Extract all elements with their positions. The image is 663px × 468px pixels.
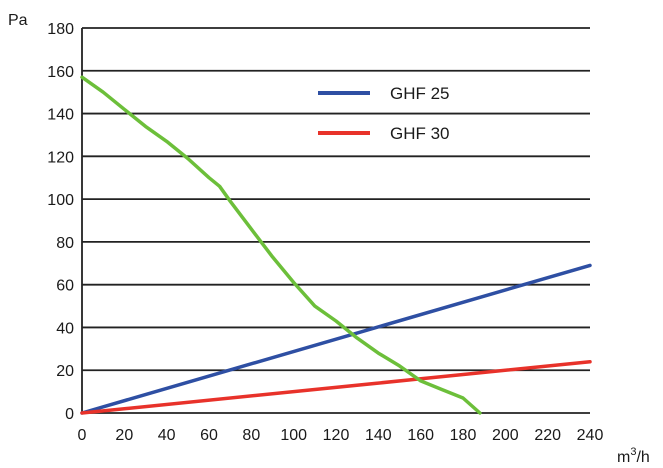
- x-tick-label: 60: [200, 427, 218, 444]
- legend: GHF 25 GHF 30: [318, 84, 450, 143]
- y-tick-label: 160: [47, 64, 74, 81]
- x-tick-label: 140: [365, 427, 392, 444]
- x-tick-label: 120: [323, 427, 350, 444]
- tick-labels: 0 20 40 60 80 100 120 140 160 180 0 20 40 60 80 100 120 1…: [47, 21, 603, 444]
- x-tick-label: 200: [492, 427, 519, 444]
- series-line-ghf25: [80, 263, 592, 415]
- x-tick-label: 0: [78, 427, 87, 444]
- series-line-system-curve: [80, 75, 482, 415]
- x-tick-label: 40: [158, 427, 176, 444]
- gridlines: [82, 27, 590, 372]
- legend-label-ghf30: GHF 30: [390, 124, 450, 143]
- x-tick-label: 20: [115, 427, 133, 444]
- y-tick-label: 40: [56, 320, 74, 337]
- legend-label-ghf25: GHF 25: [390, 84, 450, 103]
- y-tick-label: 20: [56, 363, 74, 380]
- x-axis-title-tail: /h: [636, 449, 649, 466]
- series-lines: [80, 75, 592, 415]
- y-axis-title: Pa: [8, 12, 28, 29]
- y-tick-label: 100: [47, 192, 74, 209]
- x-tick-label: 100: [280, 427, 307, 444]
- y-tick-label: 180: [47, 21, 74, 38]
- x-tick-label: 160: [407, 427, 434, 444]
- y-tick-label: 0: [65, 406, 74, 423]
- y-tick-label: 140: [47, 107, 74, 124]
- y-tick-label: 120: [47, 149, 74, 166]
- x-axis-title-sup: 3: [630, 446, 636, 458]
- x-tick-label: 180: [450, 427, 477, 444]
- series-line-ghf30: [80, 359, 592, 415]
- x-axis-title-base: m: [617, 449, 630, 466]
- y-tick-label: 80: [56, 235, 74, 252]
- y-tick-label: 60: [56, 278, 74, 295]
- x-tick-label: 240: [577, 427, 604, 444]
- x-tick-label: 220: [534, 427, 561, 444]
- x-tick-label: 80: [242, 427, 260, 444]
- x-axis-title: m3/h: [617, 446, 650, 466]
- axes: [81, 28, 590, 414]
